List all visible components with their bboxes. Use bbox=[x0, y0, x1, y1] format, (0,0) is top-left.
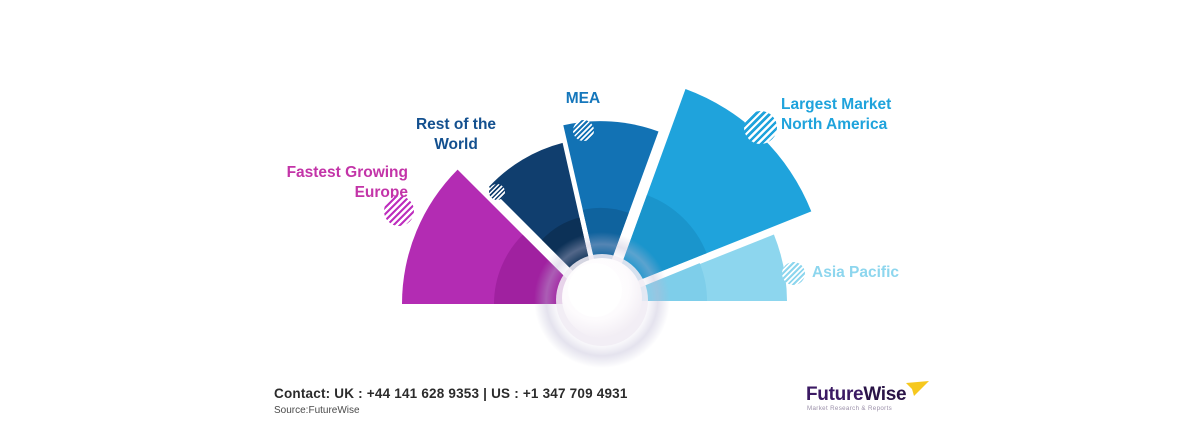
region-label-na-line1: Largest Market bbox=[781, 96, 892, 113]
region-label-north-america: Largest Market North America bbox=[781, 95, 931, 135]
region-label-europe-line1: Fastest Growing bbox=[286, 164, 408, 181]
region-label-na-line2: North America bbox=[781, 115, 888, 133]
logo-word-future: Future bbox=[806, 384, 864, 405]
footer-contact-text: Contact: UK : +44 141 628 9353 | US : +1… bbox=[274, 386, 628, 401]
region-label-europe: Fastest Growing Europe bbox=[248, 163, 408, 203]
striped-circle-marker-asia-pacific-icon bbox=[782, 262, 805, 285]
region-label-europe-line2: Europe bbox=[354, 183, 408, 201]
region-label-asia-pacific: Asia Pacific bbox=[812, 263, 952, 283]
striped-circle-marker-europe-icon bbox=[384, 196, 414, 226]
logo-tagline: Market Research & Reports bbox=[807, 405, 893, 412]
chart-center-hub bbox=[534, 232, 670, 368]
striped-circle-marker-mea-icon bbox=[573, 120, 594, 141]
sector-mea-outer bbox=[563, 121, 659, 289]
logo-word-wise: Wise bbox=[863, 384, 907, 405]
striped-circle-marker-north-america-icon bbox=[744, 111, 777, 144]
region-label-rest-of-the-world: Rest of the World bbox=[400, 115, 512, 155]
region-label-row-line2: World bbox=[434, 135, 478, 153]
region-label-mea-line1: MEA bbox=[565, 90, 601, 107]
striped-circle-marker-rest-of-the-world-icon bbox=[489, 184, 505, 200]
footer-source-text: Source:FutureWise bbox=[274, 405, 360, 416]
region-label-ap-line1: Asia Pacific bbox=[812, 264, 900, 281]
futurewise-logo[interactable]: FutureWise Market Research & Reports bbox=[806, 381, 936, 418]
hub-highlight bbox=[568, 263, 622, 317]
region-label-mea: MEA bbox=[534, 89, 632, 109]
region-label-row-line1: Rest of the bbox=[415, 116, 497, 133]
logo-flag-icon bbox=[906, 381, 929, 396]
logo-wordmark: FutureWise bbox=[806, 384, 907, 406]
